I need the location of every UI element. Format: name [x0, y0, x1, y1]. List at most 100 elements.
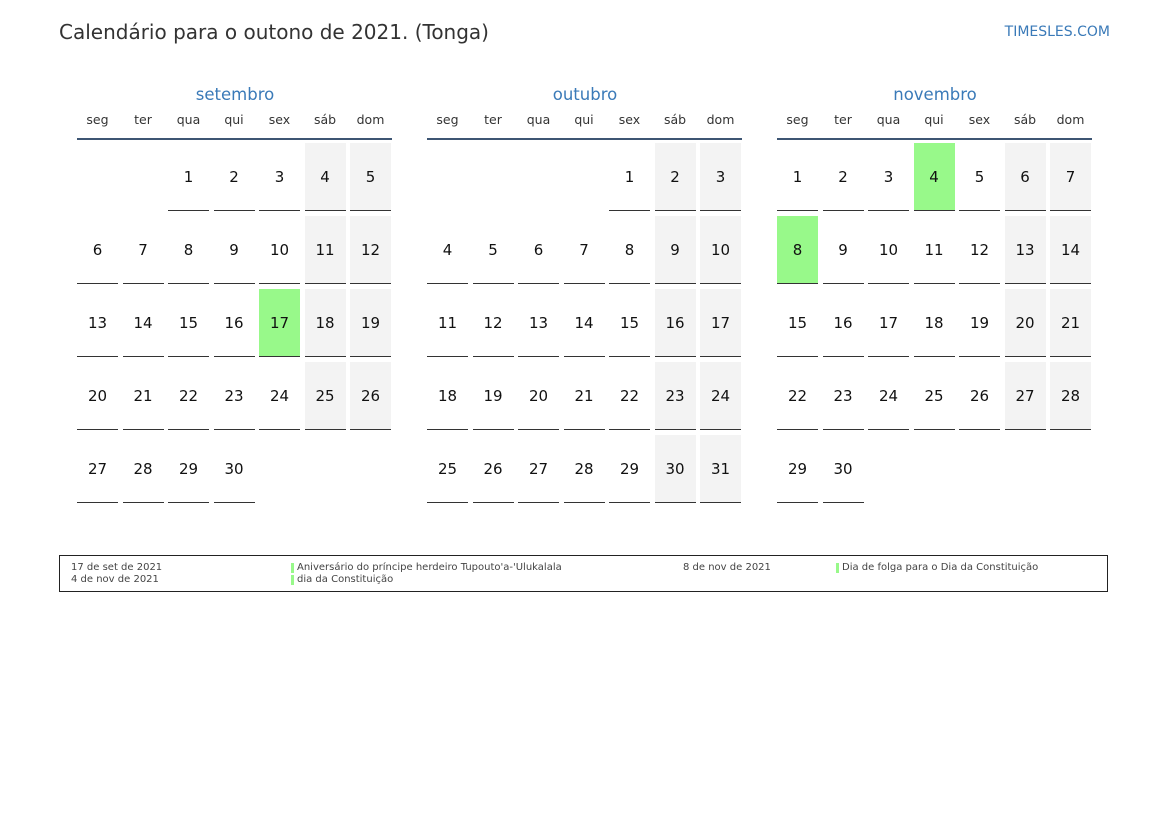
legend-date: 17 de set de 2021: [71, 562, 163, 573]
day-cell: 9: [213, 216, 255, 284]
day-cell: 26: [959, 362, 1000, 430]
weekday-label: qui: [574, 112, 594, 127]
day-cell: 14: [122, 289, 164, 357]
day-cell: 2: [654, 143, 696, 211]
day-cell: 1: [168, 143, 209, 211]
day-cell: 27: [1004, 362, 1046, 430]
legend-event: Dia de folga para o Dia da Constituição: [836, 562, 1038, 574]
day-grid: 1 2 3 4 5 6 7 8 9 10 11 12 13 14 15 16 17 18 19 20 21 22 23 24 2…: [77, 143, 393, 503]
day-cell: 5: [472, 216, 514, 284]
day-cell: 21: [563, 362, 605, 430]
day-cell: 15: [777, 289, 818, 357]
weekday-label: seg: [86, 112, 109, 127]
day-cell: 27: [77, 435, 118, 503]
day-cell: 20: [77, 362, 118, 430]
day-cell: 29: [609, 435, 650, 503]
empty-cell: [473, 143, 514, 211]
weekday-label: ter: [134, 112, 152, 127]
day-cell: 18: [427, 362, 468, 430]
day-cell: 9: [822, 216, 864, 284]
day-cell: 26: [472, 435, 514, 503]
weekday-label: dom: [706, 112, 735, 127]
legend-dates-left: 17 de set de 2021 4 de nov de 2021: [71, 562, 162, 586]
day-cell: 13: [77, 289, 118, 357]
weekday-header: seg ter qua qui sex sáb dom: [427, 108, 742, 140]
day-cell: 12: [959, 216, 1000, 284]
weekday-label: sex: [618, 112, 641, 127]
day-cell: 10: [259, 216, 300, 284]
day-cell: 23: [213, 362, 255, 430]
day-cell: 16: [822, 289, 864, 357]
day-cell: 24: [868, 362, 909, 430]
day-grid: 1 2 3 4 5 6 7 8 9 10 11 12 13 14 15 16 17 18 19 20 21 22 23 24 2…: [777, 143, 1093, 503]
day-cell: 23: [822, 362, 864, 430]
day-cell: 22: [609, 362, 650, 430]
holiday-day-cell: 4: [913, 143, 955, 211]
day-cell: 18: [304, 289, 346, 357]
weekday-label: sáb: [313, 112, 337, 127]
day-cell: 16: [213, 289, 255, 357]
day-cell: 13: [518, 289, 559, 357]
day-cell: 25: [913, 362, 955, 430]
month-name: novembro: [893, 85, 977, 104]
weekday-header: seg ter qua qui sex sáb dom: [777, 108, 1092, 140]
day-cell: 16: [654, 289, 696, 357]
day-cell: 8: [609, 216, 650, 284]
weekday-label: sex: [268, 112, 291, 127]
page-title: Calendário para o outono de 2021. (Tonga…: [59, 20, 489, 44]
month-name: outubro: [552, 85, 618, 104]
day-cell: 22: [777, 362, 818, 430]
weekday-label: ter: [484, 112, 502, 127]
weekday-label: sáb: [663, 112, 687, 127]
day-cell: 11: [427, 289, 468, 357]
legend-date: 4 de nov de 2021: [71, 574, 159, 585]
empty-cell: [77, 143, 118, 211]
legend-events-left: Aniversário do príncipe herdeiro Tupouto…: [291, 562, 562, 586]
empty-cell: [427, 143, 468, 211]
weekday-label: sex: [968, 112, 991, 127]
day-cell: 5: [350, 143, 391, 211]
day-cell: 24: [700, 362, 741, 430]
day-cell: 15: [168, 289, 209, 357]
day-grid: 1 2 3 4 5 6 7 8 9 10 11 12 13 14 15 16 17 18 19 20 21 22 23 24 2…: [427, 143, 743, 503]
day-cell: 2: [822, 143, 864, 211]
empty-cell: [123, 143, 164, 211]
holiday-day-cell: 8: [777, 216, 818, 284]
day-cell: 21: [122, 362, 164, 430]
month-outubro: outubro seg ter qua qui sex sáb dom 1 2 3 4 5 6 7 8 9 10 1…: [427, 84, 743, 503]
day-cell: 20: [518, 362, 559, 430]
day-cell: 14: [1050, 216, 1091, 284]
day-cell: 29: [777, 435, 818, 503]
weekday-label: sáb: [1013, 112, 1037, 127]
weekday-label: seg: [786, 112, 809, 127]
day-cell: 26: [350, 362, 391, 430]
day-cell: 29: [168, 435, 209, 503]
empty-cell: [518, 143, 559, 211]
day-cell: 5: [959, 143, 1000, 211]
day-cell: 28: [1050, 362, 1091, 430]
day-cell: 15: [609, 289, 650, 357]
day-cell: 7: [563, 216, 605, 284]
day-cell: 7: [1050, 143, 1091, 211]
legend-event: Aniversário do príncipe herdeiro Tupouto…: [291, 562, 562, 574]
day-cell: 2: [213, 143, 255, 211]
legend-event: dia da Constituição: [291, 574, 562, 586]
day-cell: 24: [259, 362, 300, 430]
legend-dates-right: 8 de nov de 2021: [683, 562, 771, 574]
day-cell: 23: [654, 362, 696, 430]
day-cell: 27: [518, 435, 559, 503]
day-cell: 30: [654, 435, 696, 503]
day-cell: 19: [959, 289, 1000, 357]
day-cell: 10: [700, 216, 741, 284]
month-novembro: novembro seg ter qua qui sex sáb dom 1 2 3 4 5 6 7 8 9 10…: [777, 84, 1093, 503]
site-link[interactable]: TIMESLES.COM: [1004, 24, 1110, 40]
day-cell: 11: [913, 216, 955, 284]
day-cell: 28: [122, 435, 164, 503]
weekday-label: qui: [224, 112, 244, 127]
day-cell: 1: [609, 143, 650, 211]
month-name: setembro: [195, 85, 275, 104]
weekday-label: ter: [834, 112, 852, 127]
day-cell: 3: [868, 143, 909, 211]
weekday-header: seg ter qua qui sex sáb dom: [77, 108, 392, 140]
weekday-label: dom: [1056, 112, 1085, 127]
